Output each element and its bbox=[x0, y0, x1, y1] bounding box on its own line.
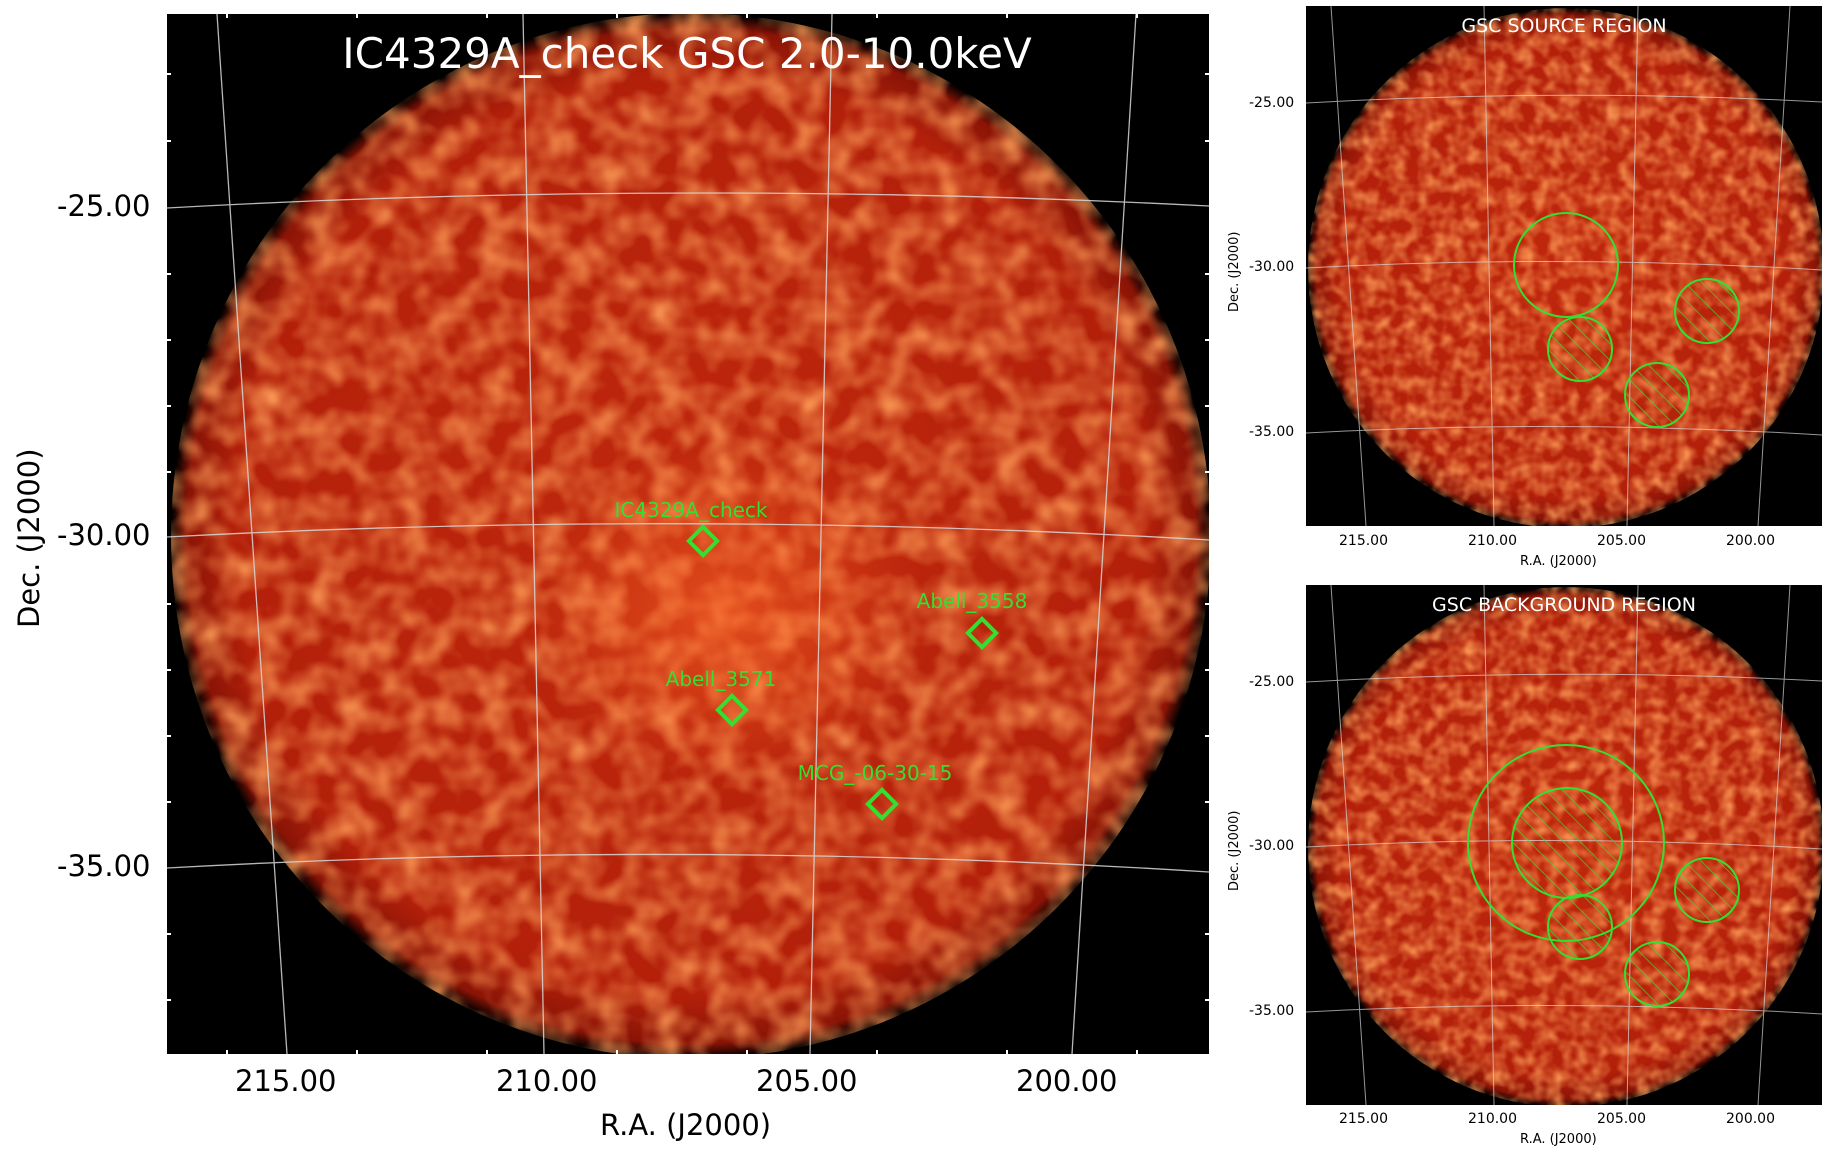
source-label-abell-3571: Abell_3571 bbox=[666, 667, 777, 691]
bkg-xtick-3: 205.00 bbox=[1597, 1111, 1646, 1127]
bkg-ylabel: Dec. (J2000) bbox=[1227, 810, 1242, 891]
coordinate-grid bbox=[1306, 6, 1822, 526]
bkg-xlabel: R.A. (J2000) bbox=[1520, 1132, 1597, 1147]
source-region-map: GSC SOURCE REGION bbox=[1306, 6, 1822, 526]
main-xtick-3: 205.00 bbox=[756, 1064, 858, 1098]
excluded-source-abell-3571[interactable] bbox=[1547, 316, 1613, 382]
bkg-xtick-2: 210.00 bbox=[1468, 1111, 1517, 1127]
coordinate-grid bbox=[167, 14, 1209, 1054]
source-marker-abell-3571[interactable] bbox=[715, 693, 749, 727]
excluded-inner-source[interactable] bbox=[1511, 787, 1623, 899]
main-xlabel: R.A. (J2000) bbox=[600, 1108, 772, 1142]
source-labels: IC4329A_check Abell_3558 Abell_3571 MCG_… bbox=[615, 498, 1028, 785]
source-label-ic4329a: IC4329A_check bbox=[615, 498, 768, 522]
source-label-abell-3558: Abell_3558 bbox=[917, 589, 1028, 613]
main-xtick-1: 215.00 bbox=[235, 1064, 337, 1098]
bkg-xtick-1: 215.00 bbox=[1339, 1111, 1388, 1127]
source-region-circles bbox=[1513, 212, 1740, 428]
source-label-mcg: MCG_-06-30-15 bbox=[798, 761, 953, 785]
bkg-ytick-2: -30.00 bbox=[1249, 838, 1295, 854]
excluded-source-abell-3558[interactable] bbox=[1674, 278, 1740, 344]
source-marker-ic4329a[interactable] bbox=[686, 524, 720, 558]
src-xtick-4: 200.00 bbox=[1726, 533, 1775, 549]
src-ytick-3: -35.00 bbox=[1249, 424, 1295, 440]
source-marker-mcg[interactable] bbox=[865, 787, 899, 821]
main-ytick-2: -30.00 bbox=[57, 518, 151, 552]
src-xtick-3: 205.00 bbox=[1597, 533, 1646, 549]
main-ylabel: Dec. (J2000) bbox=[12, 448, 46, 628]
source-region-svg: GSC SOURCE REGION bbox=[1306, 6, 1822, 526]
source-extraction-circle[interactable] bbox=[1513, 212, 1619, 318]
source-markers bbox=[686, 524, 999, 821]
bkg-ytick-3: -35.00 bbox=[1249, 1003, 1295, 1019]
bkg-ytick-1: -25.00 bbox=[1249, 674, 1295, 690]
main-map-svg: IC4329A_check Abell_3558 Abell_3571 MCG_… bbox=[167, 14, 1209, 1054]
bkg-xtick-4: 200.00 bbox=[1726, 1111, 1775, 1127]
background-region-map: GSC BACKGROUND REGION bbox=[1306, 585, 1822, 1105]
main-ytick-1: -25.00 bbox=[57, 189, 151, 223]
src-xlabel: R.A. (J2000) bbox=[1520, 554, 1597, 569]
main-title: IC4329A_check GSC 2.0-10.0keV bbox=[342, 29, 1032, 78]
excluded-source-abell-3558[interactable] bbox=[1674, 857, 1740, 923]
background-region-circles bbox=[1467, 744, 1740, 1007]
main-xtick-2: 210.00 bbox=[496, 1064, 598, 1098]
background-region-svg: GSC BACKGROUND REGION bbox=[1306, 585, 1822, 1105]
source-marker-abell-3558[interactable] bbox=[965, 616, 999, 650]
tick-marks bbox=[167, 14, 1209, 1054]
src-xtick-2: 210.00 bbox=[1468, 533, 1517, 549]
main-sky-map: IC4329A_check Abell_3558 Abell_3571 MCG_… bbox=[167, 14, 1209, 1054]
src-ylabel: Dec. (J2000) bbox=[1227, 231, 1242, 312]
main-xtick-4: 200.00 bbox=[1016, 1064, 1118, 1098]
excluded-source-mcg[interactable] bbox=[1624, 362, 1690, 428]
excluded-source-mcg[interactable] bbox=[1624, 941, 1690, 1007]
source-region-title: GSC SOURCE REGION bbox=[1461, 15, 1666, 37]
background-region-title: GSC BACKGROUND REGION bbox=[1432, 594, 1696, 616]
src-xtick-1: 215.00 bbox=[1339, 533, 1388, 549]
main-ytick-3: -35.00 bbox=[57, 849, 151, 883]
src-ytick-2: -30.00 bbox=[1249, 259, 1295, 275]
src-ytick-1: -25.00 bbox=[1249, 95, 1295, 111]
excluded-source-abell-3571[interactable] bbox=[1547, 894, 1613, 960]
